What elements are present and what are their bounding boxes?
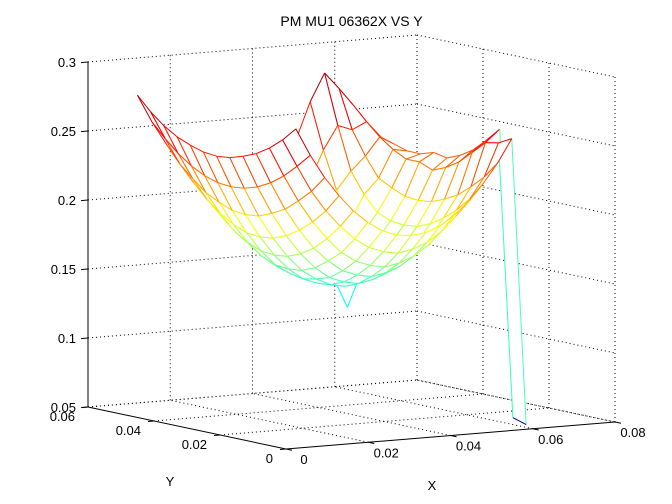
- tick-labels: 0 0.02 0.04 0.06 0.0800.020.040.060.050.10.1…: [50, 55, 646, 467]
- svg-text:0: 0: [266, 451, 273, 466]
- svg-text:0.08: 0.08: [620, 425, 645, 440]
- x-axis-label: X: [427, 478, 437, 493]
- mesh-surface: [137, 72, 527, 426]
- svg-text:0.1: 0.1: [58, 331, 76, 346]
- svg-text:0.02: 0.02: [374, 445, 399, 460]
- axis-lines: [80, 61, 622, 451]
- svg-text:0.04: 0.04: [116, 423, 141, 438]
- svg-text:0: 0: [300, 452, 307, 467]
- svg-text:0.2: 0.2: [58, 193, 76, 208]
- svg-text:0.02: 0.02: [182, 437, 207, 452]
- svg-text:0.04: 0.04: [456, 439, 481, 454]
- y-axis-label: Y: [165, 474, 175, 489]
- svg-text:0.06: 0.06: [538, 432, 563, 447]
- svg-text:0.3: 0.3: [58, 55, 76, 70]
- svg-text:0.06: 0.06: [50, 409, 75, 424]
- svg-text:0.15: 0.15: [51, 262, 76, 277]
- svg-text:0.25: 0.25: [51, 124, 76, 139]
- svg-text:0.05: 0.05: [51, 400, 76, 415]
- chart-title: PM MU1 06362X VS Y: [280, 13, 423, 29]
